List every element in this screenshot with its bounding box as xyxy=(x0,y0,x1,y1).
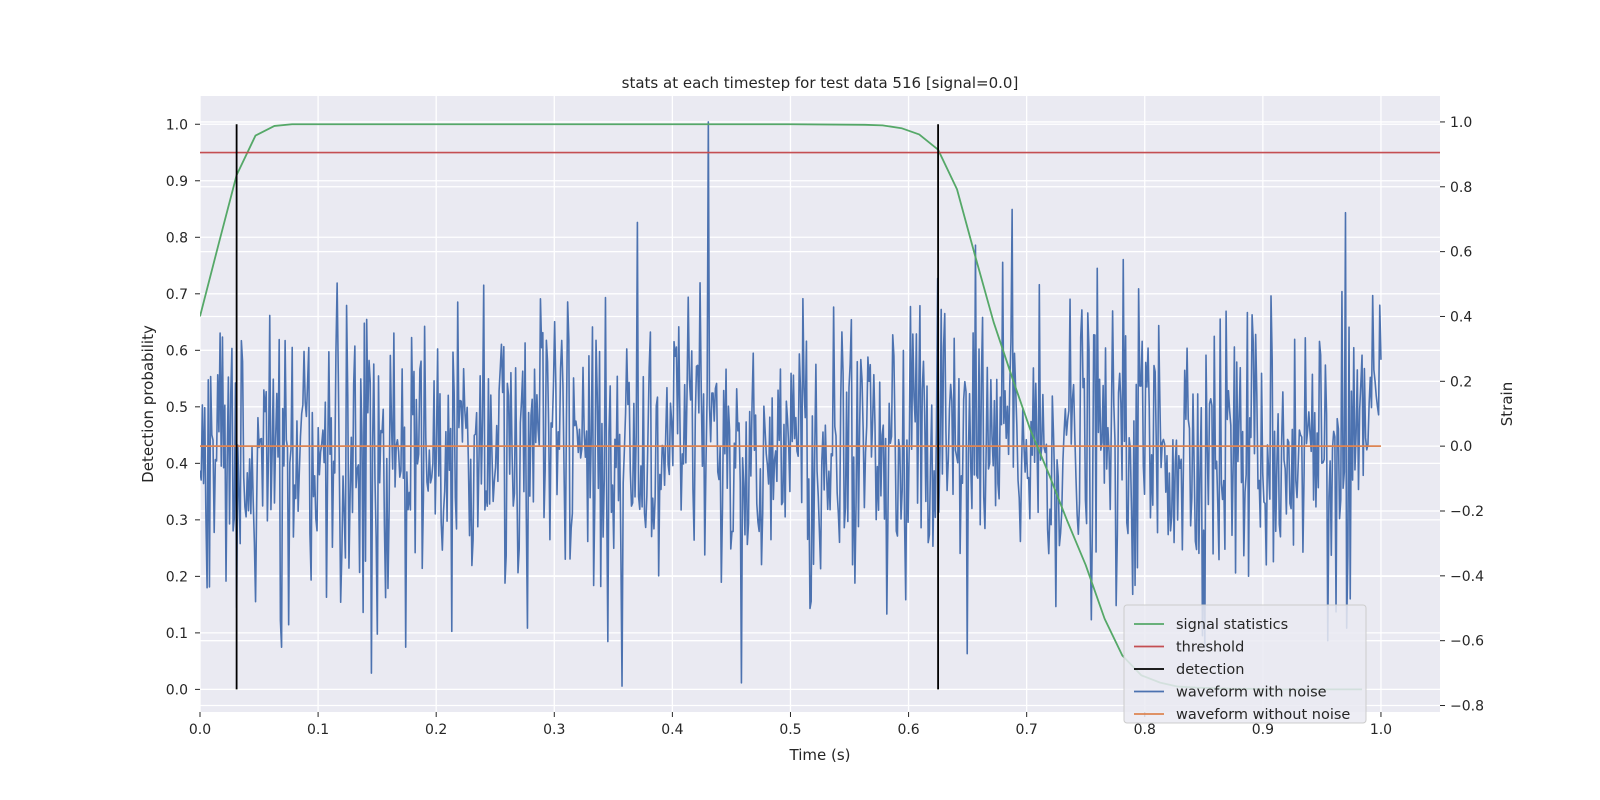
y-axis-label: Detection probability xyxy=(139,325,157,483)
y-tick-label: 0.2 xyxy=(166,569,188,585)
series-waveform-with-noise xyxy=(200,121,1382,687)
y2-tick-label: 0.2 xyxy=(1450,374,1472,390)
x-tick-label: 0.8 xyxy=(1134,722,1156,738)
legend-label: signal statistics xyxy=(1176,617,1288,633)
x-tick-label: 0.0 xyxy=(189,722,211,738)
y2-tick-label: −0.4 xyxy=(1450,569,1484,585)
x-tick-label: 0.6 xyxy=(897,722,919,738)
x-tick-label: 0.1 xyxy=(307,722,329,738)
x-tick-label: 0.3 xyxy=(543,722,565,738)
x-tick-label: 0.7 xyxy=(1016,722,1038,738)
legend-box xyxy=(1123,604,1367,724)
x-ticks: 0.0 0.1 0.2 0.3 0.4 0.5 0.6 0.7 0.8 0.9 1.0 xyxy=(189,712,1392,738)
y-tick-label: 0.1 xyxy=(166,626,188,642)
x-tick-label: 0.4 xyxy=(661,722,683,738)
y-tick-label: 0.9 xyxy=(166,174,188,190)
y2-tick-label: 0.8 xyxy=(1450,180,1472,196)
y2-axis-label: Strain xyxy=(1498,382,1516,426)
x-tick-label: 0.2 xyxy=(425,722,447,738)
legend-label: waveform without noise xyxy=(1176,707,1350,723)
y-tick-label: 1.0 xyxy=(166,117,188,133)
chart-title: stats at each timestep for test data 516… xyxy=(622,74,1019,92)
legend-label: detection xyxy=(1176,662,1244,678)
y2-tick-label: −0.8 xyxy=(1450,699,1484,715)
y-tick-label: 0.6 xyxy=(166,343,188,359)
y-tick-label: 0.8 xyxy=(166,230,188,246)
y2-tick-label: −0.2 xyxy=(1450,504,1484,520)
y2-tick-label: 0.0 xyxy=(1450,439,1472,455)
y2-tick-label: −0.6 xyxy=(1450,634,1484,650)
legend: signal statistics threshold detection wavef… xyxy=(1123,604,1367,724)
x-tick-label: 0.9 xyxy=(1252,722,1274,738)
y-ticks: 0.0 0.1 0.2 0.3 0.4 0.5 0.6 0.7 0.8 0.9 1.0 xyxy=(166,117,200,698)
y2-tick-label: 0.4 xyxy=(1450,309,1472,325)
y-tick-label: 0.3 xyxy=(166,513,188,529)
y-tick-label: 0.0 xyxy=(166,682,188,698)
y-tick-label: 0.4 xyxy=(166,456,188,472)
y2-ticks: −0.8 −0.6 −0.4 −0.2 0.0 0.2 0.4 0.6 0.8 1.0 xyxy=(1440,115,1484,715)
y-tick-label: 0.5 xyxy=(166,400,188,416)
x-axis-label: Time (s) xyxy=(789,746,851,764)
y-tick-label: 0.7 xyxy=(166,287,188,303)
y2-tick-label: 1.0 xyxy=(1450,115,1472,131)
y2-tick-label: 0.6 xyxy=(1450,245,1472,261)
x-tick-label: 1.0 xyxy=(1370,722,1392,738)
x-tick-label: 0.5 xyxy=(779,722,801,738)
legend-label: threshold xyxy=(1176,640,1244,656)
legend-label: waveform with noise xyxy=(1176,685,1327,701)
